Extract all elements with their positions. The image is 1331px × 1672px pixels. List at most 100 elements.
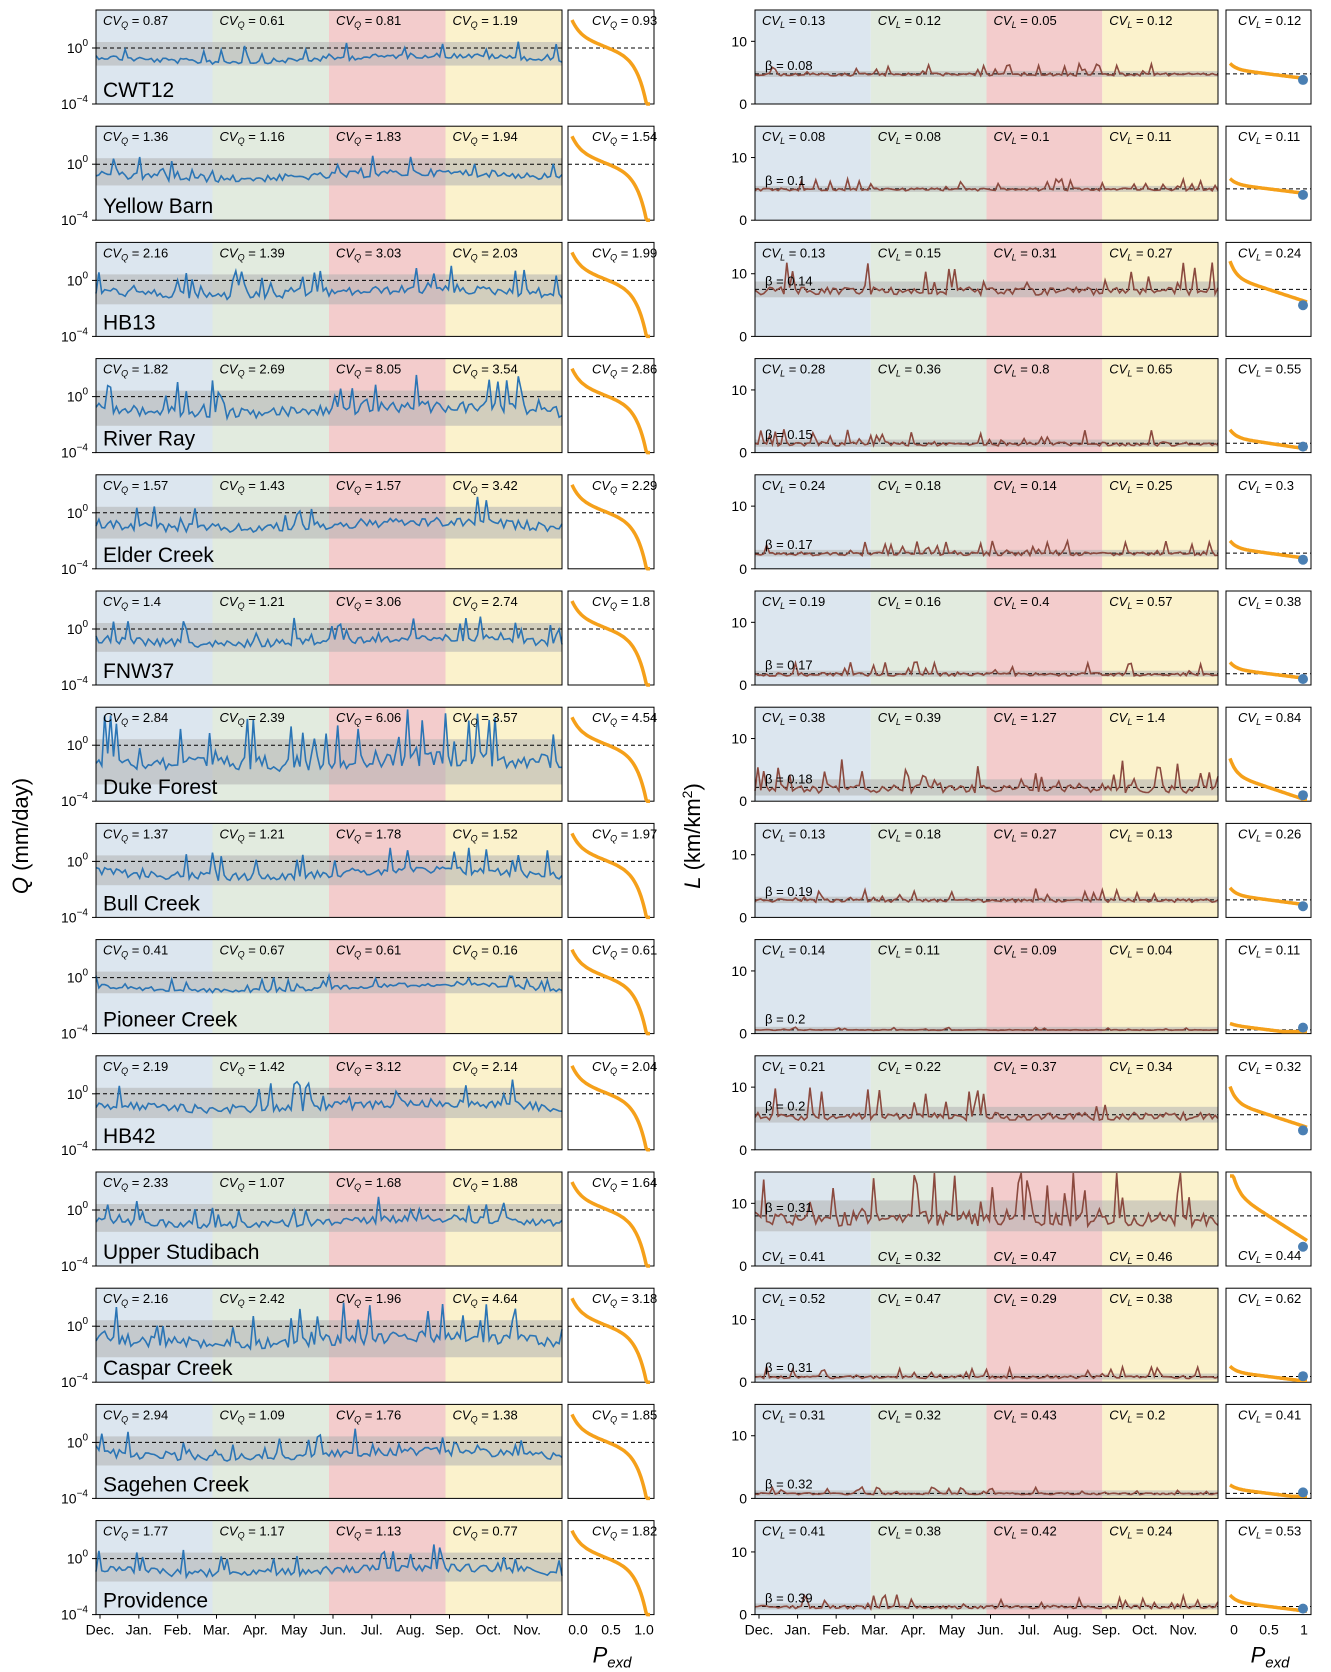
ytick-label-1e-4: 10−4 xyxy=(61,210,88,228)
q-fdc-frame xyxy=(567,358,655,454)
q-cv-0: CVQ = 1.77 xyxy=(103,1524,168,1541)
q-cv-3: CVQ = 1.88 xyxy=(453,1175,518,1192)
ytick-label-10: 10 xyxy=(731,963,747,979)
ytick-label-0: 0 xyxy=(739,96,747,112)
l-cv-0: CVL = 0.21 xyxy=(762,1059,825,1076)
ytick-label-1: 100 xyxy=(67,387,89,405)
ytick-label-0: 0 xyxy=(739,1490,747,1506)
q-fdc-curve xyxy=(570,1529,650,1617)
q-row-pioneer-creek: CVQ = 0.41 CVQ = 0.67 CVQ = 0.61 CVQ = 0.16… xyxy=(61,939,657,1042)
season-band xyxy=(986,591,1103,685)
l-series-line xyxy=(754,1087,1219,1122)
l-fdc-xtick-label: 1 xyxy=(1300,1622,1308,1638)
q-fdc-curve xyxy=(570,948,650,1036)
l-ts-frame xyxy=(754,9,1219,105)
q-cv-2: CVQ = 0.61 xyxy=(336,943,401,960)
l-xtick-label: Jun. xyxy=(977,1622,1003,1638)
l-fdc-curve xyxy=(1228,661,1308,681)
ytick-label-1: 100 xyxy=(67,154,89,172)
ytick-label-0: 0 xyxy=(739,793,747,809)
site-name-label: Sagehen Creek xyxy=(103,1473,249,1496)
l-series-line xyxy=(754,759,1219,795)
q-cv-1: CVQ = 2.69 xyxy=(220,362,285,379)
l-cv-2: CVL = 0.05 xyxy=(994,13,1057,30)
ytick-label-1e-4: 10−4 xyxy=(61,1140,88,1158)
ytick-label-10: 10 xyxy=(731,847,747,863)
l-cv-0: CVL = 0.38 xyxy=(762,710,825,727)
q-ts-frame xyxy=(95,1520,563,1616)
q-axis-label: Q (mm/day) xyxy=(8,778,33,894)
q-fdc-frame xyxy=(567,1171,655,1267)
q-series-line xyxy=(95,1428,563,1462)
q-cv-all: CVQ = 1.85 xyxy=(592,1407,657,1424)
q-cv-1: CVQ = 0.61 xyxy=(220,13,285,30)
beta-label: β = 0.31 xyxy=(765,1200,813,1215)
l-fdc-frame xyxy=(1225,1520,1312,1616)
q-cv-3: CVQ = 0.77 xyxy=(453,1524,518,1541)
q-cv-2: CVQ = 1.68 xyxy=(336,1175,401,1192)
l-series-line xyxy=(754,1364,1219,1380)
q-ts-frame xyxy=(95,1287,563,1383)
l-fdc-curve xyxy=(1228,886,1308,907)
l-cv-1: CVL = 0.18 xyxy=(878,478,941,495)
l-row-pioneer-creek: CVL = 0.14 CVL = 0.11 CVL = 0.09 CVL = 0.04… xyxy=(731,939,1312,1042)
q-ts-frame xyxy=(95,358,563,454)
l-series-line xyxy=(754,175,1219,193)
l-series-line xyxy=(754,1026,1219,1032)
q-xtick-label: Oct. xyxy=(475,1622,501,1638)
ytick-label-1: 100 xyxy=(67,1316,89,1334)
l-xtick-label: May xyxy=(939,1622,965,1638)
q-row-river-ray: CVQ = 1.82 CVQ = 2.69 CVQ = 8.05 CVQ = 3.54… xyxy=(61,358,657,461)
q-ts-frame xyxy=(95,1055,563,1151)
l-cv-1: CVL = 0.16 xyxy=(878,594,941,611)
season-band xyxy=(870,1288,987,1383)
l-cv-2: CVL = 0.4 xyxy=(994,594,1050,611)
site-name-label: River Ray xyxy=(103,428,196,451)
ytick-label-1e-4: 10−4 xyxy=(61,326,88,344)
l-cv-0: CVL = 0.13 xyxy=(762,826,825,843)
l-fdc-xtick-label: 0.5 xyxy=(1259,1622,1279,1638)
season-band xyxy=(870,126,987,221)
q-cv-1: CVQ = 2.39 xyxy=(220,710,285,727)
q-fdc-curve xyxy=(570,1297,650,1384)
q-cv-all: CVQ = 1.64 xyxy=(592,1175,657,1192)
q-cv-0: CVQ = 2.16 xyxy=(103,245,168,262)
q-row-hb13: CVQ = 2.16 CVQ = 1.39 CVQ = 3.03 CVQ = 2.03… xyxy=(61,241,657,344)
ytick-label-1: 100 xyxy=(67,1200,89,1218)
l-row-sagehen-creek: CVL = 0.31 CVL = 0.32 CVL = 0.43 CVL = 0.2 β… xyxy=(731,1403,1312,1506)
l-cv-0: CVL = 0.41 xyxy=(762,1524,825,1541)
q-cv-1: CVQ = 1.21 xyxy=(220,594,285,611)
l-fdc-curve xyxy=(1228,539,1308,561)
l-xtick-label: Sep. xyxy=(1092,1622,1121,1638)
l-fdc-curve xyxy=(1228,1085,1308,1129)
circle-marker xyxy=(1298,790,1308,801)
l-ts-frame xyxy=(754,474,1219,570)
q-xtick-label: Jul. xyxy=(361,1622,383,1638)
site-name-label: Upper Studibach xyxy=(103,1241,259,1264)
season-band xyxy=(755,1520,871,1615)
q-iqr-band xyxy=(96,1552,562,1582)
q-iqr-band xyxy=(96,971,562,994)
q-ts-frame xyxy=(95,125,563,221)
l-cv-all: CVL = 0.11 xyxy=(1238,129,1300,146)
q-fdc-frame xyxy=(567,1287,655,1383)
beta-label: β = 0.14 xyxy=(765,273,813,288)
ytick-label-10: 10 xyxy=(731,1312,747,1328)
ytick-label-0: 0 xyxy=(739,677,747,693)
l-cv-3: CVL = 0.13 xyxy=(1109,826,1172,843)
q-cv-1: CVQ = 1.21 xyxy=(220,826,285,843)
l-cv-1: CVL = 0.39 xyxy=(878,710,941,727)
q-cv-all: CVQ = 4.54 xyxy=(592,710,657,727)
q-cv-2: CVQ = 1.76 xyxy=(336,1407,401,1424)
q-cv-1: CVQ = 1.17 xyxy=(220,1524,285,1541)
l-fdc-curve xyxy=(1228,428,1308,451)
season-band xyxy=(1102,126,1218,221)
q-xtick-label: Feb. xyxy=(164,1622,192,1638)
q-cv-0: CVQ = 1.4 xyxy=(103,594,161,611)
l-fdc-curve xyxy=(1228,260,1308,304)
l-cv-all: CVL = 0.32 xyxy=(1238,1059,1301,1076)
q-series-line xyxy=(95,847,563,882)
l-cv-0: CVL = 0.52 xyxy=(762,1291,825,1308)
q-fdc-frame xyxy=(567,939,655,1035)
season-band xyxy=(870,10,987,104)
